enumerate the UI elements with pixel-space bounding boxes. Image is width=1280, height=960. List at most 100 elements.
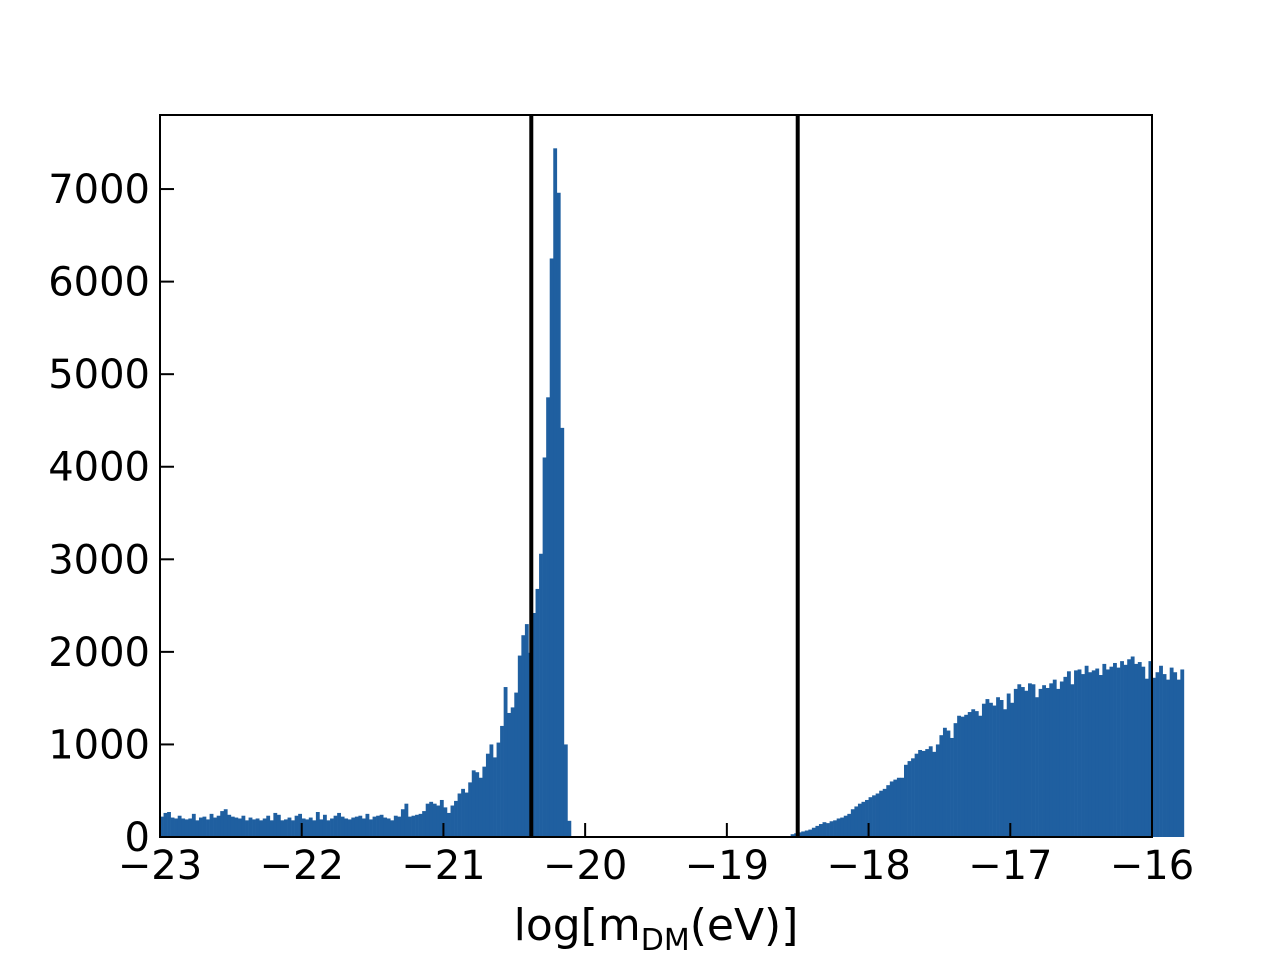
histogram-bar <box>330 818 334 837</box>
histogram-bar <box>369 819 373 837</box>
histogram-bar <box>1162 674 1167 837</box>
histogram-bar <box>542 457 547 837</box>
histogram-bar <box>1127 659 1132 837</box>
histogram-bar <box>1066 671 1071 837</box>
histogram-bar <box>510 707 515 837</box>
histogram-bar <box>273 812 278 837</box>
histogram-bar <box>503 687 508 837</box>
histogram-bar <box>1176 679 1181 837</box>
y-tick-label: 4000 <box>48 445 150 491</box>
histogram-bar <box>400 809 405 837</box>
histogram-bar <box>560 427 565 837</box>
histogram-bar <box>386 818 391 837</box>
histogram-bar <box>276 814 281 837</box>
x-tick-label: −16 <box>1110 843 1194 889</box>
histogram-bar <box>379 814 384 837</box>
histogram-bar <box>879 790 884 837</box>
histogram-bar <box>521 635 526 837</box>
histogram-bar <box>865 799 869 837</box>
histogram-bar <box>1028 683 1032 837</box>
histogram-bar <box>1113 662 1117 837</box>
histogram-bar <box>160 816 164 837</box>
x-axis-label-base: log[m <box>514 900 641 951</box>
plot-frame <box>159 114 1153 838</box>
histogram-bar <box>989 702 993 837</box>
histogram-bar <box>482 766 487 837</box>
y-tick-label: 2000 <box>48 630 150 676</box>
histogram-bar <box>1074 670 1078 837</box>
histogram-bar <box>397 816 402 837</box>
histogram-bar <box>1042 685 1047 837</box>
x-tick-label: −19 <box>685 843 769 889</box>
histogram-bar <box>280 820 285 837</box>
histogram-bar <box>184 819 189 837</box>
histogram-bar <box>539 553 543 837</box>
histogram-bar <box>1116 667 1121 837</box>
histogram-bar <box>826 823 830 837</box>
histogram-bar <box>1141 666 1146 837</box>
histogram-bar <box>928 746 933 837</box>
histogram-bar <box>489 744 494 837</box>
histogram-bar <box>882 788 887 837</box>
histogram-bar <box>999 700 1004 837</box>
y-tick-label: 3000 <box>48 537 150 583</box>
histogram-bar <box>524 624 529 837</box>
histogram-bar <box>252 819 256 837</box>
histogram-bar <box>935 744 940 837</box>
histogram-bar <box>245 820 249 837</box>
x-tick-label: −22 <box>260 843 344 889</box>
histogram-bar <box>337 812 341 837</box>
histogram-bar <box>836 818 841 837</box>
histogram-bar <box>485 753 490 837</box>
histogram-bar <box>850 809 855 837</box>
histogram-bar <box>191 813 196 837</box>
histogram-bar <box>1056 688 1061 837</box>
histogram-bar <box>315 812 320 837</box>
histogram-bar <box>1013 688 1018 837</box>
histogram-bar <box>964 714 969 837</box>
histogram-bar <box>790 834 795 837</box>
histogram-bar <box>457 793 462 837</box>
histogram-bar <box>241 815 246 837</box>
histogram-bar <box>422 811 427 837</box>
x-tick-label: −17 <box>968 843 1052 889</box>
histogram-bar <box>1148 661 1153 837</box>
histogram-bar <box>305 819 310 837</box>
histogram-bar <box>932 751 937 837</box>
histogram-bar <box>234 817 239 837</box>
histogram-bar <box>319 819 324 837</box>
histogram-bar <box>1084 665 1089 837</box>
histogram-bar <box>939 735 944 837</box>
histogram-bar <box>1166 679 1171 837</box>
histogram-bar <box>829 821 834 837</box>
histogram-bar <box>404 803 409 837</box>
histogram-bar <box>1169 667 1174 837</box>
histogram-bar <box>439 799 444 837</box>
histogram-bar <box>354 816 359 837</box>
histogram-bar <box>227 814 232 837</box>
histogram-bar <box>1120 661 1124 837</box>
histogram-bar <box>978 715 983 837</box>
histogram-bar <box>255 818 260 837</box>
histogram-bar <box>960 716 965 837</box>
histogram-bar <box>992 705 997 837</box>
histogram-bar <box>347 819 352 837</box>
histogram-bar <box>248 817 253 837</box>
histogram-bar <box>946 730 951 837</box>
histogram-bar <box>390 820 395 837</box>
histogram-bar <box>1095 668 1100 837</box>
histogram-bar <box>376 815 380 837</box>
histogram-bar <box>1098 675 1103 837</box>
histogram-bar <box>223 809 228 837</box>
x-tick-label: −23 <box>118 843 202 889</box>
histogram-bar <box>549 258 554 837</box>
x-tick-label: −18 <box>826 843 910 889</box>
y-tick-label: 7000 <box>48 167 150 213</box>
histogram-bar <box>1144 678 1149 837</box>
histogram-bar <box>308 817 313 837</box>
histogram-bar <box>429 801 434 837</box>
histogram-bar <box>408 816 412 837</box>
histogram-bar <box>918 749 923 837</box>
histogram-bar <box>1052 679 1057 837</box>
histogram-bar <box>372 816 377 837</box>
